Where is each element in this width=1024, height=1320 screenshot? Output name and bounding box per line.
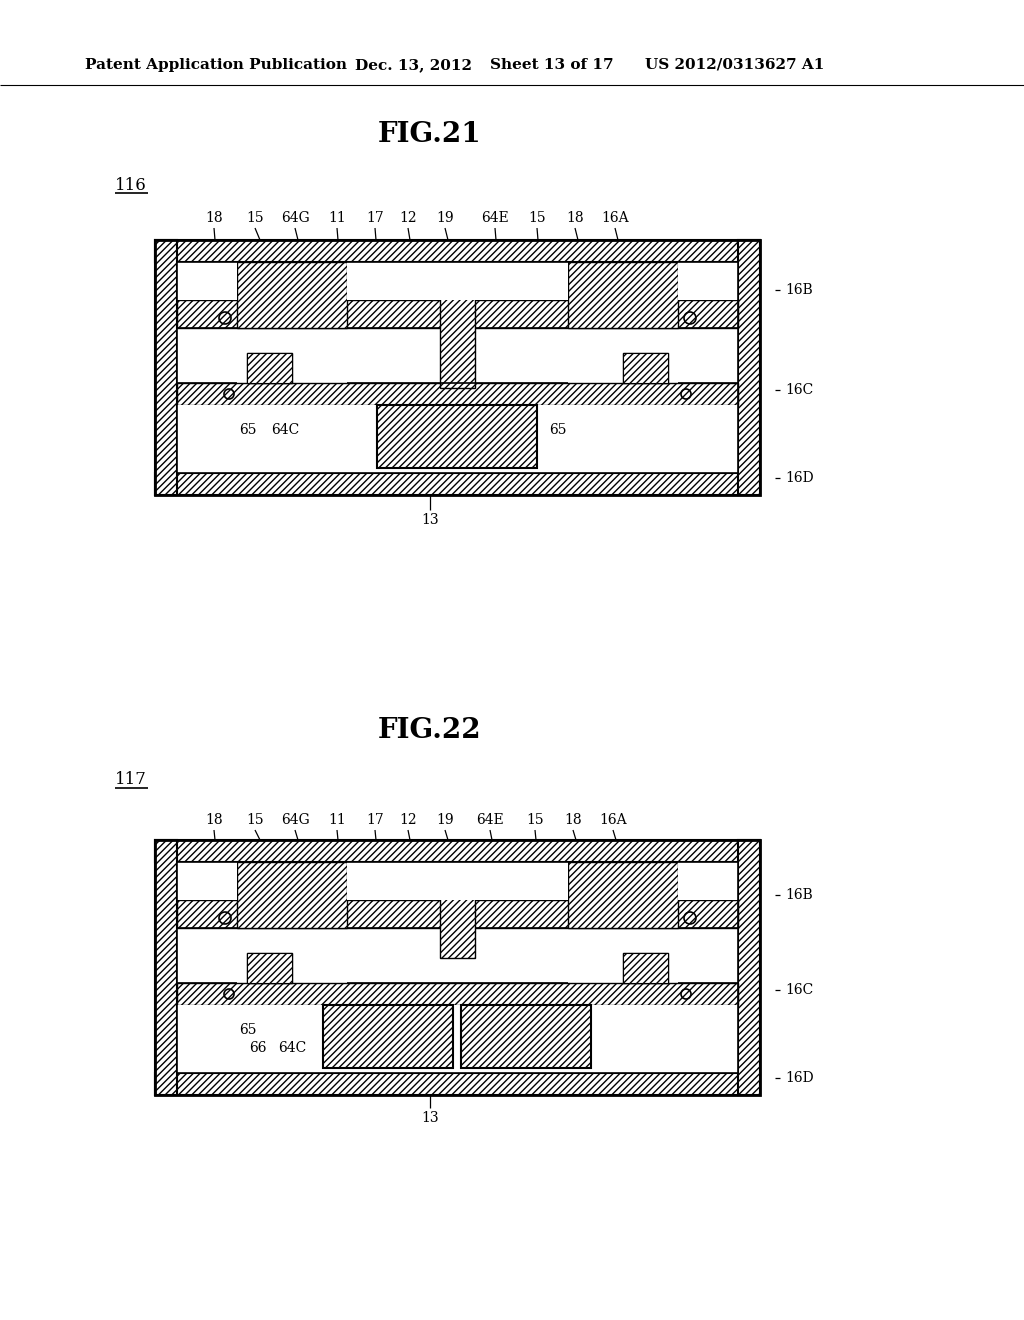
Bar xyxy=(461,1005,591,1068)
Bar xyxy=(568,862,678,928)
Bar xyxy=(177,405,738,473)
Text: 15: 15 xyxy=(526,813,544,828)
Text: 19: 19 xyxy=(436,813,454,828)
Text: 15: 15 xyxy=(246,211,264,224)
Text: 18: 18 xyxy=(566,211,584,224)
Bar xyxy=(177,862,738,1073)
Text: 64G: 64G xyxy=(281,813,309,828)
Bar xyxy=(738,840,760,1096)
Text: 16D: 16D xyxy=(785,471,814,484)
Bar xyxy=(247,953,292,983)
Bar xyxy=(247,352,292,383)
Text: 11: 11 xyxy=(328,211,346,224)
Text: 117: 117 xyxy=(115,771,146,788)
Bar xyxy=(177,261,738,473)
Text: US 2012/0313627 A1: US 2012/0313627 A1 xyxy=(645,58,824,73)
Text: 16C: 16C xyxy=(785,383,813,397)
Bar xyxy=(237,261,347,327)
Bar xyxy=(155,840,177,1096)
Text: 16B: 16B xyxy=(785,888,813,902)
Bar xyxy=(678,862,738,900)
Bar xyxy=(623,352,668,383)
Bar xyxy=(568,261,678,327)
Bar xyxy=(155,840,760,862)
Text: 16C: 16C xyxy=(785,983,813,997)
Text: Dec. 13, 2012: Dec. 13, 2012 xyxy=(355,58,472,73)
Text: 17: 17 xyxy=(367,813,384,828)
Bar xyxy=(440,261,475,388)
Bar xyxy=(237,862,347,928)
Text: 16B: 16B xyxy=(785,282,813,297)
Text: 15: 15 xyxy=(246,813,264,828)
Text: 19: 19 xyxy=(436,211,454,224)
Text: 11: 11 xyxy=(328,813,346,828)
Bar xyxy=(377,405,537,469)
Bar xyxy=(155,1073,760,1096)
Text: 65: 65 xyxy=(549,422,566,437)
Bar xyxy=(440,862,475,958)
Text: Patent Application Publication: Patent Application Publication xyxy=(85,58,347,73)
Bar xyxy=(678,261,738,300)
Text: 65: 65 xyxy=(240,1023,257,1038)
Text: 66: 66 xyxy=(481,1023,499,1038)
Bar xyxy=(247,352,292,383)
Bar xyxy=(177,900,738,928)
Text: FIG.21: FIG.21 xyxy=(378,121,482,149)
Text: Sheet 13 of 17: Sheet 13 of 17 xyxy=(490,58,613,73)
Bar xyxy=(323,1005,453,1068)
Bar xyxy=(177,862,237,900)
Text: 16A: 16A xyxy=(601,211,629,224)
Text: 15: 15 xyxy=(528,211,546,224)
Text: 18: 18 xyxy=(564,813,582,828)
Text: 64G: 64G xyxy=(281,211,309,224)
Text: 16A: 16A xyxy=(599,813,627,828)
Bar xyxy=(623,953,668,983)
Bar xyxy=(347,862,568,900)
Text: 16D: 16D xyxy=(785,1071,814,1085)
Bar xyxy=(247,953,292,983)
Text: 65: 65 xyxy=(240,422,257,437)
Bar xyxy=(623,352,668,383)
Text: 64E: 64E xyxy=(476,813,504,828)
Bar xyxy=(155,473,760,495)
Text: 64A: 64A xyxy=(506,422,534,437)
Bar xyxy=(155,240,760,495)
Bar xyxy=(738,240,760,495)
Text: 13: 13 xyxy=(421,513,439,527)
Text: 64C: 64C xyxy=(271,422,299,437)
Text: 12: 12 xyxy=(399,211,417,224)
Bar xyxy=(177,300,738,327)
Bar xyxy=(177,1005,738,1073)
Text: 17: 17 xyxy=(367,211,384,224)
Text: 64E: 64E xyxy=(481,211,509,224)
Bar xyxy=(177,261,738,473)
Bar xyxy=(155,240,177,495)
Bar xyxy=(177,261,237,300)
Text: 64A: 64A xyxy=(506,1041,534,1055)
Text: 65: 65 xyxy=(549,1041,566,1055)
Text: 18: 18 xyxy=(205,211,223,224)
Text: 64C: 64C xyxy=(278,1041,306,1055)
Text: FIG.22: FIG.22 xyxy=(378,717,482,743)
Bar xyxy=(155,240,760,261)
Bar xyxy=(177,983,738,1005)
Text: 116: 116 xyxy=(115,177,146,194)
Text: 12: 12 xyxy=(399,813,417,828)
Text: 18: 18 xyxy=(205,813,223,828)
Text: 66: 66 xyxy=(249,1041,266,1055)
Text: 13: 13 xyxy=(421,1111,439,1125)
Bar xyxy=(177,383,738,405)
Bar xyxy=(155,840,760,1096)
Bar xyxy=(347,261,568,300)
Bar xyxy=(623,953,668,983)
Bar xyxy=(177,862,738,1073)
